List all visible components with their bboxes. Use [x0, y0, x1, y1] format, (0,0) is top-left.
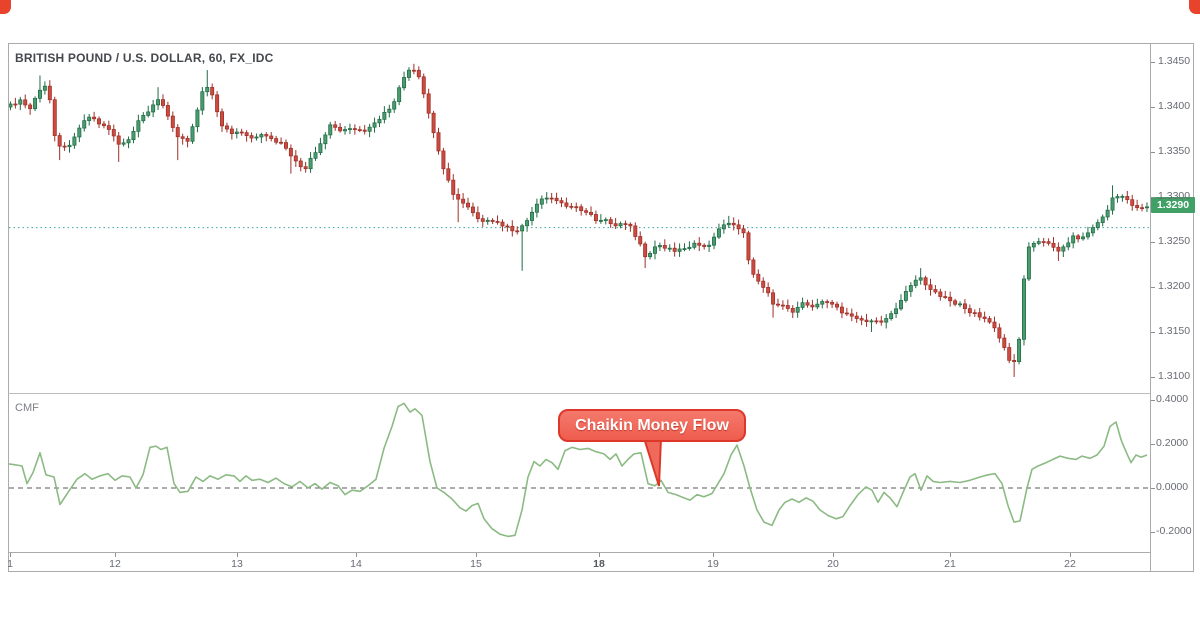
price-axis-label: 1.3450	[1158, 55, 1191, 67]
price-axis-border	[1150, 43, 1151, 572]
time-axis-label: 15	[470, 558, 482, 570]
time-tick-mark	[115, 553, 116, 557]
time-tick-mark	[476, 553, 477, 557]
time-tick-mark	[356, 553, 357, 557]
indicator-tick-mark	[1151, 443, 1155, 445]
indicator-axis-label: 0.2000	[1156, 437, 1189, 449]
price-tick-mark	[1151, 286, 1155, 288]
indicator-tick-mark	[1151, 531, 1155, 533]
price-axis-label: 1.3350	[1158, 145, 1191, 157]
video-border-corner-top-left	[0, 0, 11, 14]
price-tick-mark	[1151, 106, 1155, 108]
time-axis-label: 19	[707, 558, 719, 570]
time-axis-label: 12	[109, 558, 121, 570]
indicator-tick-mark	[1151, 399, 1155, 401]
price-tick-mark	[1151, 61, 1155, 63]
last-price-badge: 1.3290	[1151, 197, 1195, 213]
video-border-corner-top-right	[1189, 0, 1200, 14]
chart-frame	[8, 43, 1194, 572]
price-axis-label: 1.3400	[1158, 100, 1191, 112]
indicator-axis-label: 0.0000	[1156, 481, 1189, 493]
time-axis-label: 21	[944, 558, 956, 570]
time-axis-label: 22	[1064, 558, 1076, 570]
time-axis-label: 20	[827, 558, 839, 570]
price-tick-mark	[1151, 331, 1155, 333]
time-axis-label: 1	[7, 558, 13, 570]
price-axis-label: 1.3250	[1158, 235, 1191, 247]
callout-bubble: Chaikin Money Flow	[558, 409, 746, 442]
time-axis-label: 14	[350, 558, 362, 570]
price-axis-label: 1.3100	[1158, 370, 1191, 382]
price-tick-mark	[1151, 151, 1155, 153]
time-tick-mark	[599, 553, 600, 557]
indicator-axis-label: -0.2000	[1156, 525, 1192, 537]
price-axis-label: 1.3200	[1158, 280, 1191, 292]
indicator-label[interactable]: CMF	[15, 402, 39, 414]
pane-separator[interactable]	[8, 393, 1150, 394]
price-tick-mark	[1151, 376, 1155, 378]
indicator-tick-mark	[1151, 487, 1155, 489]
time-axis-label: 18	[593, 558, 605, 570]
time-tick-mark	[237, 553, 238, 557]
symbol-title: BRITISH POUND / U.S. DOLLAR, 60, FX_IDC	[15, 51, 274, 65]
price-axis-label: 1.3300	[1158, 190, 1191, 202]
price-tick-mark	[1151, 241, 1155, 243]
time-tick-mark	[10, 553, 11, 557]
time-axis-label: 13	[231, 558, 243, 570]
time-axis-border	[8, 552, 1150, 553]
time-tick-mark	[713, 553, 714, 557]
time-tick-mark	[950, 553, 951, 557]
time-tick-mark	[833, 553, 834, 557]
indicator-axis-label: 0.4000	[1156, 393, 1189, 405]
time-tick-mark	[1070, 553, 1071, 557]
price-tick-mark	[1151, 196, 1155, 198]
price-axis-label: 1.3150	[1158, 325, 1191, 337]
